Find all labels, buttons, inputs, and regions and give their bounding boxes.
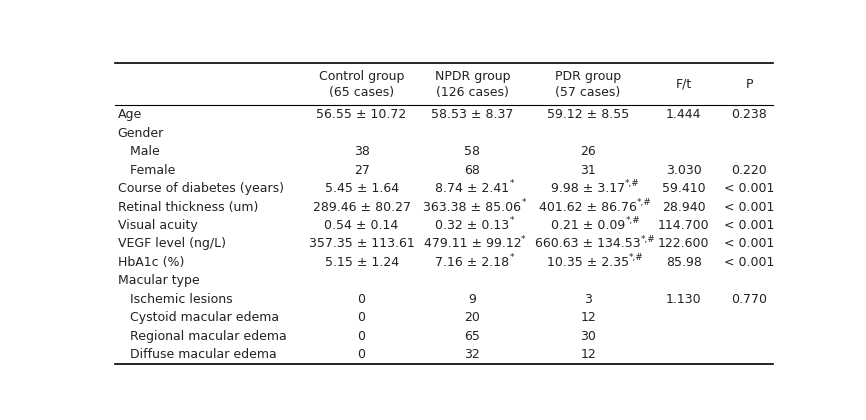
Text: 32: 32	[464, 348, 481, 361]
Text: F/t: F/t	[675, 78, 692, 91]
Text: 8.74 ± 2.41: 8.74 ± 2.41	[436, 182, 509, 195]
Text: *,#: *,#	[625, 216, 640, 226]
Text: 1.130: 1.130	[666, 293, 701, 306]
Text: Male: Male	[118, 145, 159, 158]
Text: 0: 0	[358, 311, 365, 324]
Text: 3.030: 3.030	[666, 163, 701, 176]
Text: *,#: *,#	[641, 235, 656, 244]
Text: *: *	[521, 198, 526, 207]
Text: 401.62 ± 86.76: 401.62 ± 86.76	[540, 200, 637, 213]
Text: 27: 27	[353, 163, 370, 176]
Text: 9.98 ± 3.17: 9.98 ± 3.17	[551, 182, 625, 195]
Text: 0.220: 0.220	[731, 163, 767, 176]
Text: 0.770: 0.770	[731, 293, 767, 306]
Text: < 0.001: < 0.001	[724, 237, 774, 250]
Text: Regional macular edema: Regional macular edema	[118, 330, 287, 343]
Text: 0.21 ± 0.09: 0.21 ± 0.09	[551, 219, 625, 232]
Text: 0.54 ± 0.14: 0.54 ± 0.14	[325, 219, 398, 232]
Text: 114.700: 114.700	[658, 219, 709, 232]
Text: 20: 20	[464, 311, 481, 324]
Text: *,#: *,#	[630, 253, 644, 262]
Text: Visual acuity: Visual acuity	[118, 219, 197, 232]
Text: 0: 0	[358, 348, 365, 361]
Text: 58.53 ± 8.37: 58.53 ± 8.37	[431, 108, 514, 121]
Text: < 0.001: < 0.001	[724, 200, 774, 213]
Text: Age: Age	[118, 108, 142, 121]
Text: 363.38 ± 85.06: 363.38 ± 85.06	[423, 200, 521, 213]
Text: 479.11 ± 99.12: 479.11 ± 99.12	[423, 237, 521, 250]
Text: 3: 3	[585, 293, 592, 306]
Text: *,#: *,#	[637, 198, 652, 207]
Text: 7.16 ± 2.18: 7.16 ± 2.18	[436, 256, 509, 269]
Text: 59.410: 59.410	[662, 182, 706, 195]
Text: 0: 0	[358, 293, 365, 306]
Text: Retinal thickness (um): Retinal thickness (um)	[118, 200, 258, 213]
Text: 289.46 ± 80.27: 289.46 ± 80.27	[313, 200, 410, 213]
Text: *: *	[509, 253, 514, 262]
Text: Diffuse macular edema: Diffuse macular edema	[118, 348, 276, 361]
Text: Cystoid macular edema: Cystoid macular edema	[118, 311, 279, 324]
Text: Gender: Gender	[118, 126, 164, 139]
Text: 59.12 ± 8.55: 59.12 ± 8.55	[547, 108, 630, 121]
Text: 12: 12	[580, 311, 596, 324]
Text: 38: 38	[353, 145, 370, 158]
Text: Course of diabetes (years): Course of diabetes (years)	[118, 182, 284, 195]
Text: Macular type: Macular type	[118, 274, 199, 287]
Text: 30: 30	[580, 330, 596, 343]
Text: 65: 65	[464, 330, 481, 343]
Text: *: *	[509, 179, 514, 189]
Text: 10.35 ± 2.35: 10.35 ± 2.35	[547, 256, 630, 269]
Text: 28.940: 28.940	[662, 200, 706, 213]
Text: 0: 0	[358, 330, 365, 343]
Text: 357.35 ± 113.61: 357.35 ± 113.61	[309, 237, 415, 250]
Text: 5.15 ± 1.24: 5.15 ± 1.24	[325, 256, 398, 269]
Text: 68: 68	[464, 163, 481, 176]
Text: Control group
(65 cases): Control group (65 cases)	[319, 70, 404, 99]
Text: PDR group
(57 cases): PDR group (57 cases)	[555, 70, 621, 99]
Text: VEGF level (ng/L): VEGF level (ng/L)	[118, 237, 226, 250]
Text: 0.238: 0.238	[731, 108, 767, 121]
Text: < 0.001: < 0.001	[724, 219, 774, 232]
Text: 56.55 ± 10.72: 56.55 ± 10.72	[316, 108, 407, 121]
Text: *: *	[509, 216, 514, 226]
Text: 85.98: 85.98	[666, 256, 701, 269]
Text: 58: 58	[464, 145, 481, 158]
Text: Ischemic lesions: Ischemic lesions	[118, 293, 232, 306]
Text: < 0.001: < 0.001	[724, 256, 774, 269]
Text: HbA1c (%): HbA1c (%)	[118, 256, 184, 269]
Text: 1.444: 1.444	[666, 108, 701, 121]
Text: 9: 9	[469, 293, 476, 306]
Text: P: P	[746, 78, 753, 91]
Text: *,#: *,#	[625, 179, 640, 189]
Text: 660.63 ± 134.53: 660.63 ± 134.53	[535, 237, 641, 250]
Text: < 0.001: < 0.001	[724, 182, 774, 195]
Text: *: *	[521, 235, 526, 244]
Text: 31: 31	[580, 163, 596, 176]
Text: 26: 26	[580, 145, 596, 158]
Text: NPDR group
(126 cases): NPDR group (126 cases)	[435, 70, 510, 99]
Text: Female: Female	[118, 163, 175, 176]
Text: 122.600: 122.600	[658, 237, 709, 250]
Text: 12: 12	[580, 348, 596, 361]
Text: 5.45 ± 1.64: 5.45 ± 1.64	[325, 182, 398, 195]
Text: 0.32 ± 0.13: 0.32 ± 0.13	[436, 219, 509, 232]
